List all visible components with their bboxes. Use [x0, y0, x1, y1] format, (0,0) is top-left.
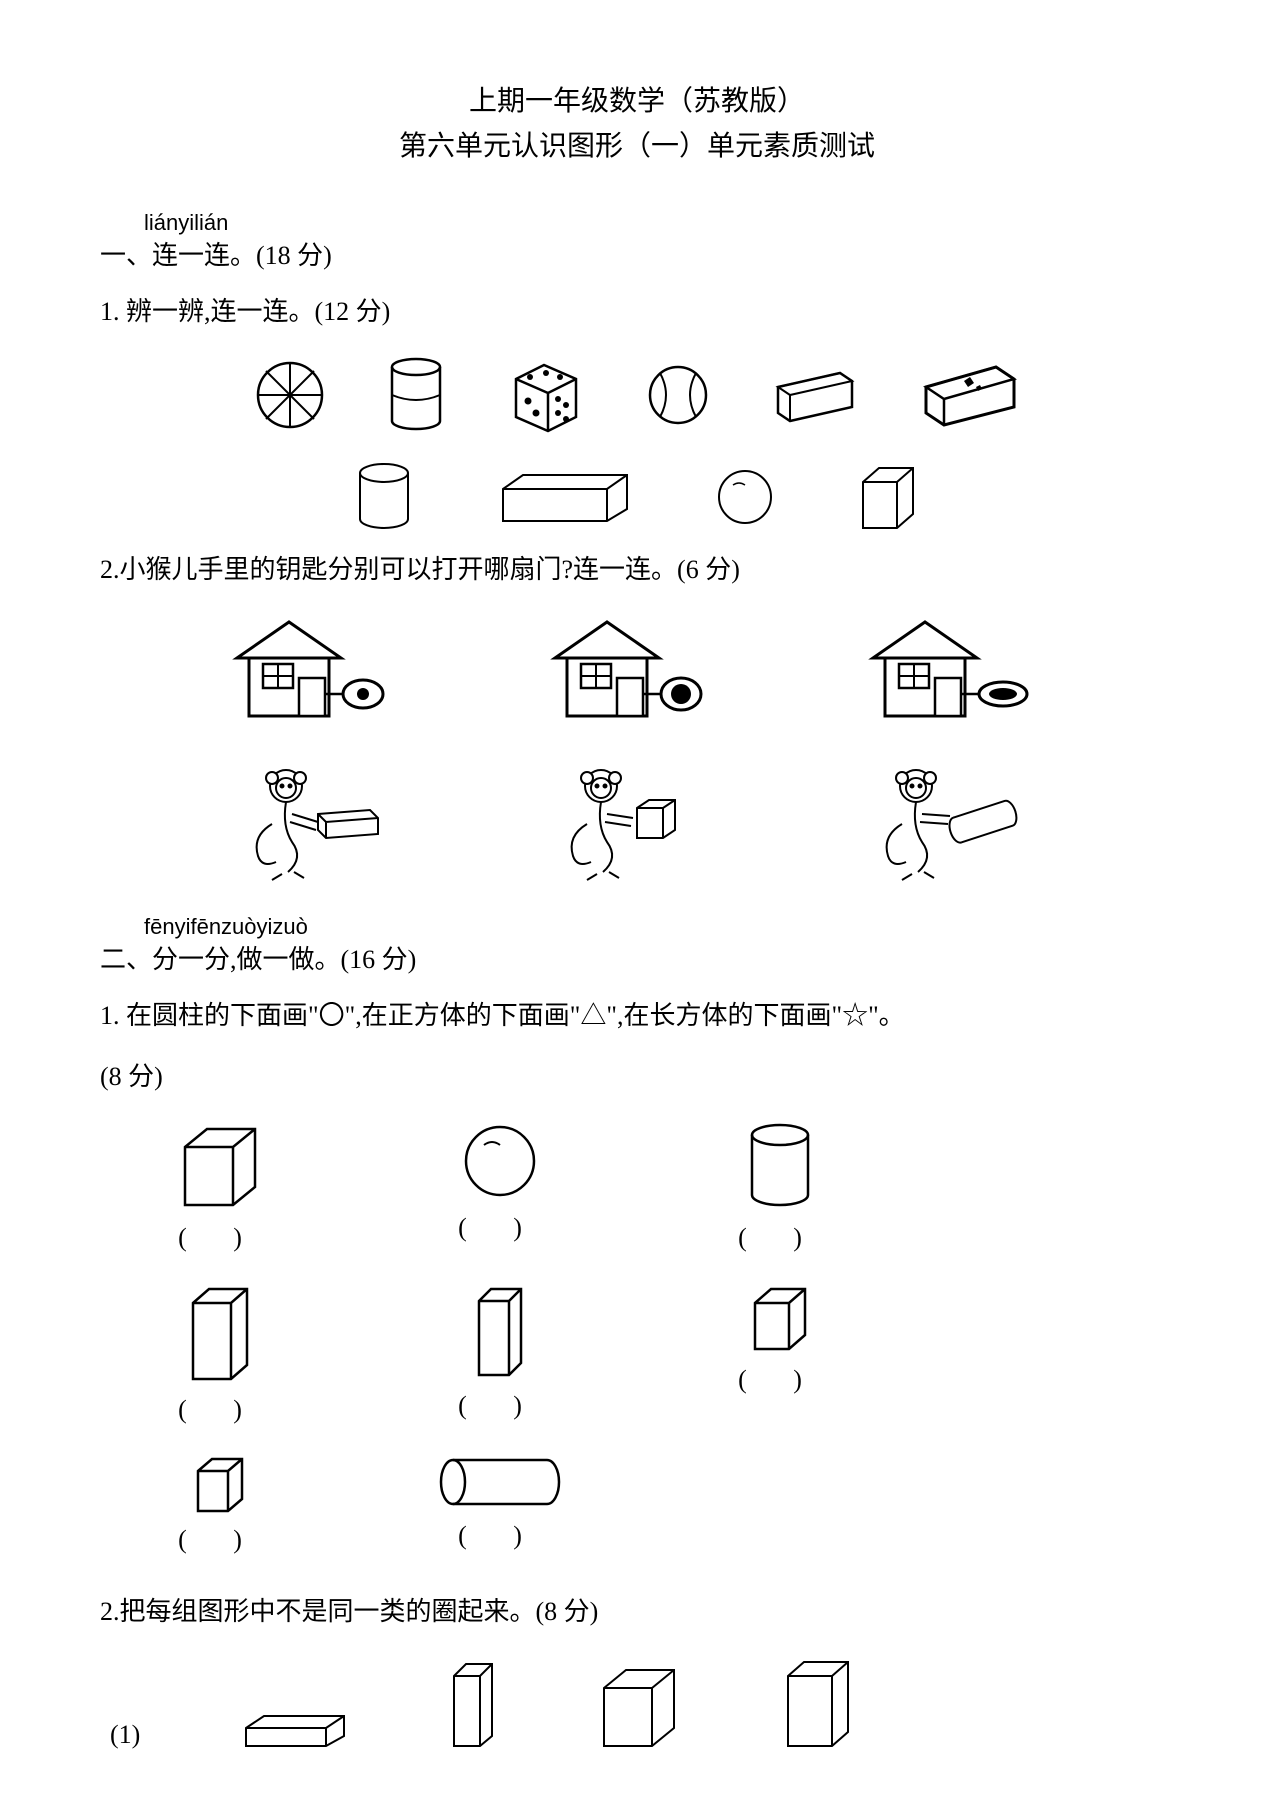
s2-q1-points: (8 分)	[100, 1054, 1174, 1101]
cuboid-tall2-icon	[473, 1283, 527, 1379]
cylinder-side-icon	[435, 1455, 565, 1509]
cube-small-icon	[747, 1283, 813, 1353]
monkey-cuboid-icon	[242, 764, 392, 884]
shape-cell-cube: ( )	[140, 1121, 300, 1253]
shape-cell-cube-small: ( )	[700, 1283, 860, 1425]
shape-cell-cuboid-tall: ( )	[140, 1283, 300, 1425]
section-1-heading: 一、连一连。(18 分)	[100, 236, 1174, 275]
section-2-pinyin: fēnyifēnzuòyizuò	[144, 914, 1174, 940]
shape-cell-cuboid-tall2: ( )	[420, 1283, 580, 1425]
paren: ( )	[178, 1395, 262, 1425]
s2-q2-text: 2.把每组图形中不是同一类的圈起来。(8 分)	[100, 1589, 1174, 1636]
section-1: liányilián 一、连一连。(18 分) 1. 辨一辨,连一连。(12 分…	[100, 210, 1174, 885]
book-thin-icon	[770, 367, 860, 423]
house-ellipse-lock-icon	[865, 614, 1045, 724]
s2-q2-group1-row: (1)	[100, 1656, 1174, 1750]
house-sphere-lock-icon	[229, 614, 409, 724]
flat-cuboid-icon	[240, 1710, 350, 1750]
s1-q1-objects-row	[100, 355, 1174, 435]
cylinder-shape-icon	[745, 1121, 815, 1211]
paren: ( )	[178, 1223, 262, 1253]
shape-cell-sphere: ( )	[420, 1121, 580, 1253]
title-line-2: 第六单元认识图形（一）单元素质测试	[100, 125, 1174, 170]
house-black-sphere-lock-icon	[547, 614, 727, 724]
cylinder-icon	[353, 461, 415, 533]
paren: ( )	[458, 1213, 542, 1243]
group1-label: (1)	[110, 1720, 140, 1750]
sphere-icon	[715, 467, 775, 527]
cube-shape-icon	[175, 1121, 265, 1211]
shape-cell-cube-small2: ( )	[140, 1455, 300, 1555]
paren: ( )	[738, 1223, 822, 1253]
can-icon	[386, 357, 446, 433]
tall-cuboid-icon	[450, 1660, 496, 1750]
title-block: 上期一年级数学（苏教版） 第六单元认识图形（一）单元素质测试	[100, 80, 1174, 170]
paren: ( )	[458, 1391, 542, 1421]
baseball-icon	[646, 363, 710, 427]
cuboid-tall-icon	[185, 1283, 255, 1383]
dice-icon	[506, 355, 586, 435]
cube-small2-icon	[192, 1455, 248, 1513]
s1-q1-shapes-row	[100, 461, 1174, 533]
s1-q2-text: 2.小猴儿手里的钥匙分别可以打开哪扇门?连一连。(6 分)	[100, 547, 1174, 594]
s1-q1-text: 1. 辨一辨,连一连。(12 分)	[100, 289, 1174, 336]
shape-cell-cylinder-side: ( )	[420, 1455, 580, 1555]
section-1-pinyin: liányilián	[144, 210, 1174, 236]
cuboid-icon	[495, 469, 635, 525]
s2-q1-grid: ( ) ( ) ( ) ( )	[100, 1101, 1174, 1575]
basketball-icon	[254, 359, 326, 431]
cube-icon	[855, 462, 921, 532]
paren: ( )	[458, 1521, 542, 1551]
s1-q2-monkeys-row	[100, 764, 1174, 884]
shape-cell-cylinder: ( )	[700, 1121, 860, 1253]
book-decorated-icon	[920, 363, 1020, 427]
sphere-shape-icon	[460, 1121, 540, 1201]
paren: ( )	[738, 1365, 822, 1395]
s1-q2-houses-row	[100, 614, 1174, 724]
s2-q1-text: 1. 在圆柱的下面画"〇",在正方体的下面画"△",在长方体的下面画"☆"。	[100, 993, 1174, 1040]
q2-cube-icon	[596, 1664, 682, 1750]
monkey-cylinder-icon	[872, 764, 1032, 884]
paren: ( )	[178, 1525, 262, 1555]
section-2-heading: 二、分一分,做一做。(16 分)	[100, 940, 1174, 979]
section-2: fēnyifēnzuòyizuò 二、分一分,做一做。(16 分) 1. 在圆柱…	[100, 914, 1174, 1749]
title-line-1: 上期一年级数学（苏教版）	[100, 80, 1174, 125]
q2-cuboid-icon	[782, 1656, 854, 1750]
monkey-cube-icon	[557, 764, 707, 884]
